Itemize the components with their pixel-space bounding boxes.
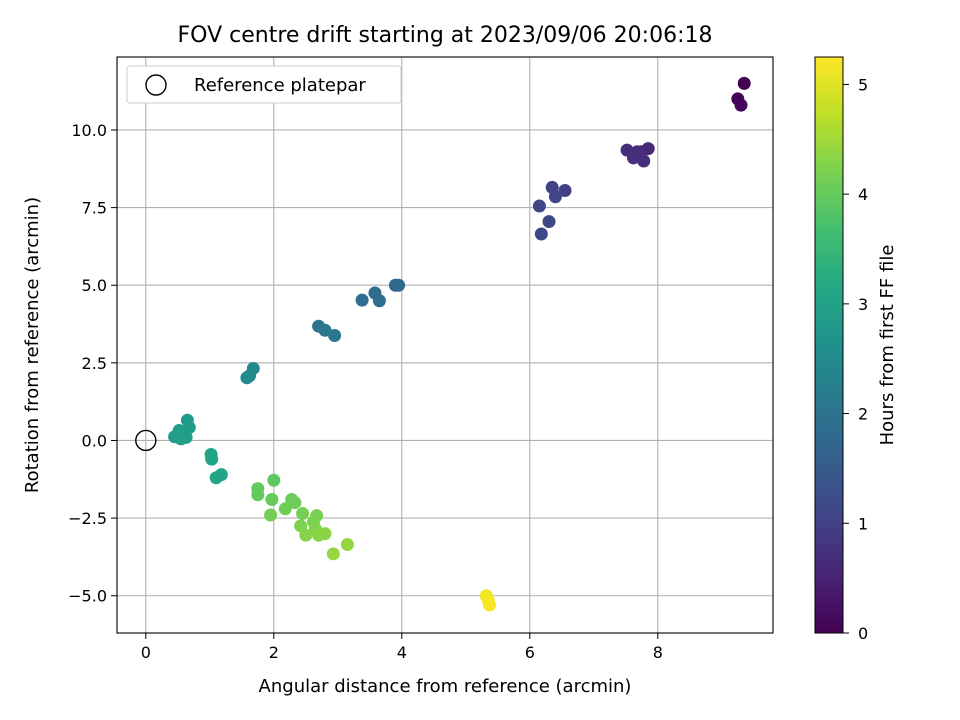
y-tick-label: −5.0 <box>68 587 107 606</box>
x-tick-label: 8 <box>653 643 663 662</box>
data-point <box>278 502 292 516</box>
data-point <box>637 154 651 168</box>
y-tick-label: 5.0 <box>82 276 107 295</box>
data-point <box>558 184 572 198</box>
y-tick-label: 2.5 <box>82 354 107 373</box>
data-point <box>534 227 548 241</box>
legend-entry: Reference platepar <box>194 75 366 96</box>
data-point <box>296 506 310 520</box>
data-point <box>209 471 223 485</box>
data-point <box>328 329 342 343</box>
data-point <box>734 98 748 112</box>
data-point <box>340 538 354 552</box>
x-tick-label: 6 <box>525 643 535 662</box>
x-tick-label: 0 <box>141 643 151 662</box>
data-point <box>626 151 640 165</box>
x-axis-label: Angular distance from reference (arcmin) <box>259 676 632 697</box>
grid <box>117 57 773 633</box>
x-tick-label: 2 <box>269 643 279 662</box>
colorbar-tick-label: 0 <box>858 624 868 643</box>
data-point <box>179 430 193 444</box>
data-point <box>737 76 751 90</box>
y-tick-label: 0.0 <box>82 431 107 450</box>
plot-frame <box>116 56 774 634</box>
y-axis-ticks: −5.0 −2.5 0.0 2.5 5.0 7.5 10.0 <box>68 121 117 606</box>
x-tick-label: 4 <box>397 643 407 662</box>
data-point <box>326 547 340 561</box>
data-point <box>482 598 496 612</box>
data-point <box>240 371 254 385</box>
data-point <box>267 473 281 487</box>
colorbar-tick-label: 2 <box>858 405 868 424</box>
data-point <box>355 293 369 307</box>
data-point <box>318 527 332 541</box>
colorbar-tick-label: 1 <box>858 514 868 533</box>
colorbar-tick-label: 4 <box>858 185 868 204</box>
data-point <box>265 492 279 506</box>
data-point <box>318 323 332 337</box>
colorbar-tick-label: 5 <box>858 75 868 94</box>
colorbar-label: Hours from first FF file <box>877 245 898 446</box>
legend-box <box>126 65 402 104</box>
y-tick-label: 10.0 <box>71 121 107 140</box>
y-axis-label: Rotation from reference (arcmin) <box>22 197 43 493</box>
colorbar-tick-label: 3 <box>858 295 868 314</box>
colorbar <box>814 56 844 634</box>
colorbar-ticks: 0 1 2 3 4 5 <box>843 75 868 643</box>
x-axis-ticks: 0 2 4 6 8 <box>141 633 663 662</box>
data-point <box>264 508 278 522</box>
reference-platepar-marker <box>135 429 157 452</box>
data-points <box>135 76 751 612</box>
data-point <box>392 278 406 292</box>
data-point <box>288 496 302 510</box>
y-tick-label: 7.5 <box>82 199 107 218</box>
data-point <box>251 488 265 502</box>
data-point <box>205 452 219 466</box>
data-point <box>532 199 546 213</box>
data-point <box>372 294 386 308</box>
y-tick-label: −2.5 <box>68 509 107 528</box>
data-point <box>299 528 313 542</box>
chart-title: FOV centre drift starting at 2023/09/06 … <box>178 23 713 48</box>
data-point <box>548 190 562 204</box>
legend: Reference platepar <box>126 65 402 104</box>
legend-marker-reference <box>145 74 167 96</box>
data-point <box>542 215 556 229</box>
